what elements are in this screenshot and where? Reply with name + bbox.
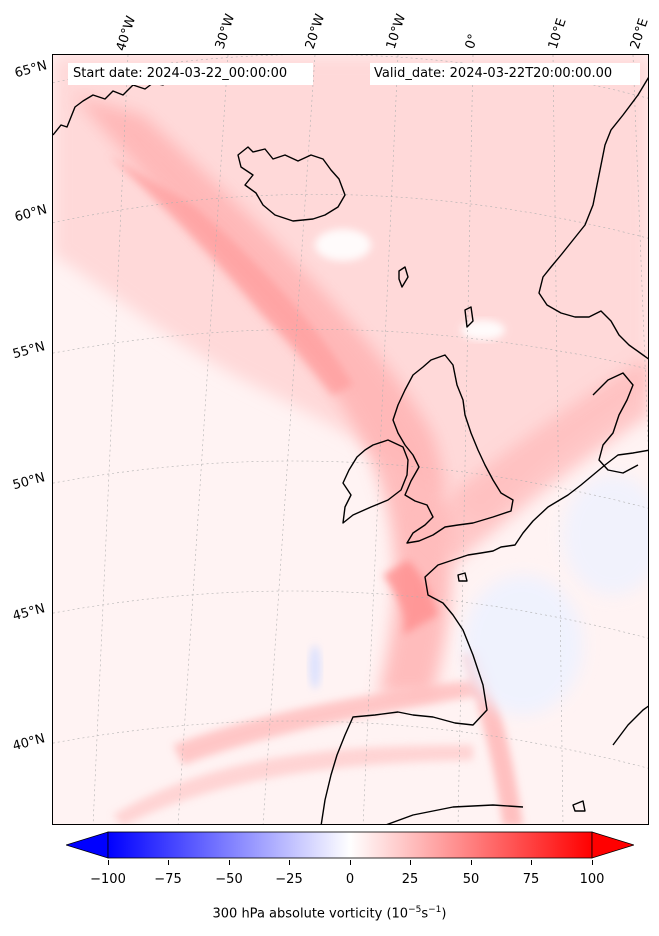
cbar-tick-label: 75: [522, 872, 540, 887]
field-main-band: [73, 95, 452, 695]
colorbar-extend-high: [591, 831, 634, 859]
cbar-tick-label: −100: [90, 872, 126, 887]
field-blue-patch-atlantic: [309, 645, 321, 689]
lon-label-40w: 40°W: [113, 14, 140, 53]
coast-brittany-island: [457, 572, 468, 582]
lat-label-55n: 55°N: [11, 339, 47, 363]
coast-mediterranean-east: [612, 705, 648, 746]
colorbar-title-end: ): [441, 906, 447, 922]
lat-label-60n: 60°N: [13, 202, 49, 226]
cbar-tickmark-4: [350, 860, 351, 865]
colorbar-gradient: [107, 831, 593, 859]
field-white-patch-iceland: [315, 229, 371, 261]
lon-label-0: 0°: [462, 32, 482, 51]
coast-norway: [538, 76, 648, 360]
lat-label-40n: 40°N: [11, 731, 47, 755]
lat-label-65n: 65°N: [13, 58, 49, 82]
coast-continent: [320, 449, 648, 824]
colorbar: [66, 831, 634, 859]
cbar-tick-label: 0: [345, 872, 355, 887]
coast-shetland: [464, 306, 474, 328]
field-south-arc: [173, 680, 483, 765]
cbar-tick-label: 25: [401, 872, 419, 887]
lon-label-10e: 10°E: [545, 16, 570, 51]
cbar-tick-label: 100: [579, 872, 605, 887]
field-iberia-band: [463, 650, 523, 824]
cbar-tickmark-1: [168, 860, 169, 865]
coast-faroe: [398, 266, 409, 288]
field-east-band: [413, 356, 648, 565]
cbar-tickmark-7: [531, 860, 532, 865]
vorticity-field: [53, 55, 648, 824]
colorbar-title-main: 300 hPa absolute vorticity (10: [212, 906, 409, 922]
colorbar-title-exp2: −1: [428, 905, 442, 915]
lat-label-45n: 45°N: [11, 601, 47, 625]
field-south-arc-2: [113, 745, 473, 824]
graticule: [53, 55, 648, 824]
field-core-north: [108, 155, 353, 395]
colorbar-title: 300 hPa absolute vorticity (10−5s−1): [0, 905, 659, 921]
field-core-south: [383, 560, 438, 635]
lat-label-50n: 50°N: [11, 470, 47, 494]
coast-great-britain: [392, 354, 514, 544]
coast-balearic: [572, 800, 586, 812]
cbar-tickmark-2: [229, 860, 230, 865]
lon-label-20e: 20°E: [627, 16, 652, 51]
cbar-tickmark-6: [471, 860, 472, 865]
cbar-tickmark-0: [108, 860, 109, 865]
field-white-patch-north-sea: [461, 320, 505, 340]
cbar-tick-label: −75: [154, 872, 182, 887]
coast-ireland: [342, 439, 409, 524]
lon-label-30w: 30°W: [212, 12, 239, 51]
cbar-tick-label: −25: [275, 872, 303, 887]
coast-africa: [386, 804, 524, 824]
coast-iceland: [237, 146, 346, 222]
map-panel: [52, 54, 649, 825]
colorbar-extend-low: [66, 831, 109, 859]
cbar-tick-label: 50: [462, 872, 480, 887]
lon-label-10w: 10°W: [383, 12, 410, 51]
field-blue-patch-east: [563, 475, 648, 595]
cbar-tick-label: −50: [215, 872, 243, 887]
cbar-tickmark-5: [410, 860, 411, 865]
colorbar-title-exp1: −5: [408, 905, 422, 915]
start-date-label: Start date: 2024-03-22_00:00:00: [68, 63, 313, 85]
coast-denmark: [592, 372, 639, 474]
field-blue-patch-france: [463, 575, 583, 715]
cbar-tickmark-3: [289, 860, 290, 865]
lon-label-20w: 20°W: [302, 12, 329, 51]
colorbar-title-mid: s: [421, 906, 429, 922]
valid-date-label: Valid_date: 2024-03-22T20:00:00.00: [370, 63, 640, 85]
cbar-tickmark-8: [592, 860, 593, 865]
